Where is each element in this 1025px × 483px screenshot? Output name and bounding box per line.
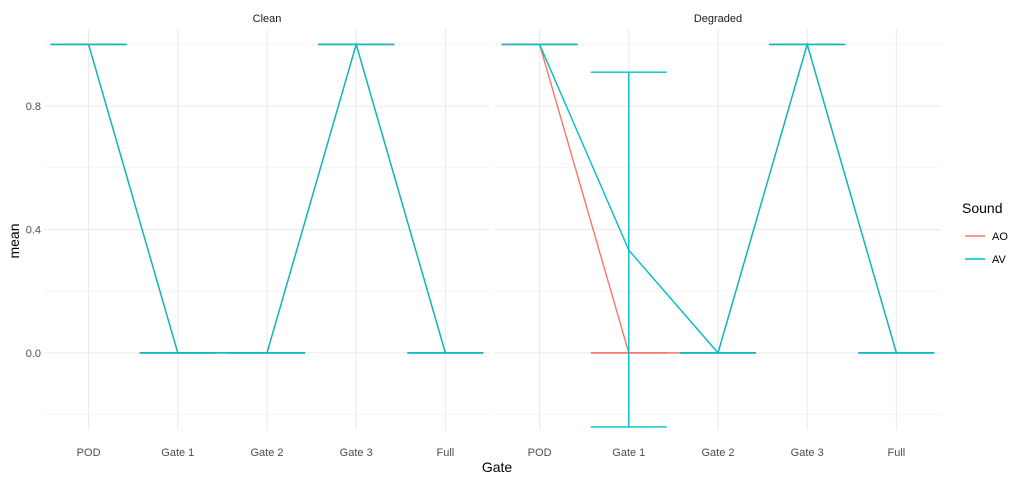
x-tick-label: Gate 3: [340, 447, 373, 459]
x-tick-label: Gate 1: [612, 447, 645, 459]
x-tick-label: Full: [888, 447, 906, 459]
panel-degraded: Degraded POD Gate 1 Gate 2 Gate 3 Full: [495, 13, 941, 459]
legend-label-av: AV: [992, 254, 1007, 266]
x-tick-label: Gate 2: [701, 447, 734, 459]
panel-title: Degraded: [694, 13, 742, 25]
x-tick-label: Full: [437, 447, 455, 459]
x-tick-label: Gate 2: [250, 447, 283, 459]
y-axis-title: mean: [6, 223, 22, 258]
x-tick-label: POD: [77, 447, 101, 459]
series-av: [501, 41, 935, 428]
legend-label-ao: AO: [992, 231, 1008, 243]
x-axis-title: Gate: [482, 459, 513, 475]
panel-title: Clean: [253, 13, 282, 25]
legend-items: AO AV: [965, 231, 1008, 266]
x-tick-label: POD: [528, 447, 552, 459]
series-line: [87, 41, 447, 354]
y-tick-label: 0.0: [26, 348, 41, 360]
y-tick-label: 0.8: [26, 101, 41, 113]
x-tick-label: Gate 3: [791, 447, 824, 459]
legend-title: Sound: [962, 200, 1002, 216]
y-tick-label: 0.4: [26, 225, 41, 237]
legend: Sound AO AV: [962, 200, 1008, 266]
x-tick-label: Gate 1: [161, 447, 194, 459]
panel-clean: Clean 0.0 0.4 0.8 POD Gate 1 Gate 2 Gate 3 Full: [26, 13, 490, 459]
series-line: [538, 41, 898, 355]
series-av: [50, 41, 484, 354]
